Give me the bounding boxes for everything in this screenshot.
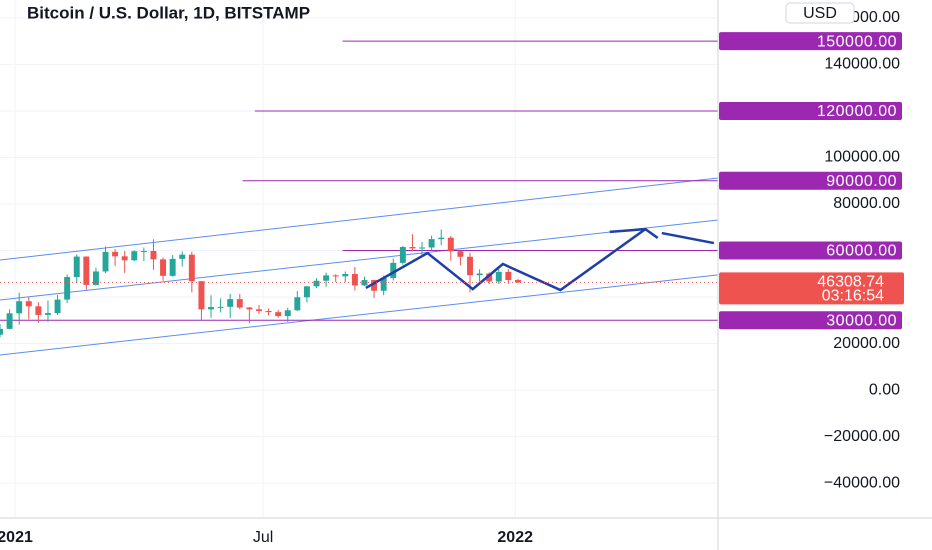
- y-tick-label: 20000.00: [833, 335, 900, 352]
- candle-body: [275, 312, 282, 317]
- level-label: 150000.00: [817, 33, 897, 50]
- level-label: 30000.00: [826, 313, 897, 330]
- last-price-label: 46308.74: [817, 274, 884, 291]
- candle-body: [35, 306, 42, 315]
- candle-body: [0, 328, 3, 335]
- y-tick-label: 140000.00: [824, 56, 900, 73]
- candle-body: [419, 247, 426, 249]
- x-tick-label: 2022: [497, 529, 533, 546]
- projection-path: [609, 227, 646, 234]
- candle-body: [54, 299, 61, 314]
- candle-body: [131, 251, 138, 261]
- level-label-bg: [719, 311, 902, 330]
- candle-body: [265, 310, 272, 313]
- candle-body: [188, 254, 195, 282]
- candle-body: [198, 281, 205, 310]
- candle-body: [140, 250, 147, 252]
- candle-body: [313, 280, 320, 287]
- currency-box[interactable]: USD: [785, 2, 855, 24]
- candle-body: [208, 307, 214, 310]
- x-tick-label: 2021: [0, 529, 33, 546]
- candle-body: [284, 310, 291, 317]
- currency-box-bg: [785, 2, 855, 24]
- candle-body: [467, 256, 473, 276]
- currency: USD: [803, 5, 837, 22]
- y-tick-label: −40000.00: [824, 474, 900, 491]
- level-label-bg: [719, 101, 902, 120]
- candle-body: [514, 280, 521, 283]
- candle-body: [371, 280, 378, 291]
- last-price-bg: [719, 272, 904, 305]
- y-tick-label: 0.00: [869, 381, 900, 398]
- candle-body: [44, 313, 51, 315]
- candle-body: [447, 237, 454, 252]
- candle-body: [390, 262, 397, 278]
- candle-body: [25, 301, 32, 307]
- x-tick-label: Jul: [253, 529, 273, 546]
- candle-body: [476, 273, 483, 276]
- level-label-bg: [719, 32, 902, 51]
- candle-body: [121, 256, 128, 261]
- candle-body: [438, 237, 445, 240]
- candle-body: [16, 301, 23, 314]
- candle-body: [255, 309, 262, 311]
- y-tick-label: −20000.00: [824, 428, 900, 445]
- level-label: 90000.00: [826, 173, 897, 190]
- candle-body: [83, 256, 90, 285]
- candle-body: [73, 256, 80, 278]
- candle-body: [112, 251, 119, 257]
- candle-body: [351, 274, 358, 286]
- candle-body: [150, 250, 157, 260]
- y-tick-label: 80000.00: [833, 195, 900, 212]
- level-label: 60000.00: [826, 243, 897, 260]
- candle-body: [486, 273, 493, 282]
- candle-body: [332, 275, 339, 277]
- candle-body: [294, 297, 301, 311]
- channel-line: [0, 274, 718, 356]
- projection-path: [661, 231, 715, 245]
- candle-body: [303, 286, 310, 298]
- candle-body: [160, 259, 167, 276]
- candle-body: [236, 299, 243, 308]
- channel-line: [0, 177, 718, 261]
- level-label-bg: [719, 241, 902, 260]
- candle-body: [92, 271, 99, 285]
- level-label-bg: [719, 171, 902, 190]
- candle-body: [428, 239, 435, 248]
- candle-body: [399, 247, 406, 263]
- level-label: 120000.00: [817, 103, 897, 120]
- candle-body: [6, 313, 13, 329]
- candle-body: [409, 247, 416, 249]
- candle-body: [217, 306, 224, 308]
- grid: [0, 0, 718, 518]
- candle-body: [323, 275, 330, 281]
- chart-title: Bitcoin / U.S. Dollar, 1D, BITSTAMP: [27, 3, 310, 22]
- plot-area: [0, 40, 718, 356]
- y-tick-label: 100000.00: [824, 149, 900, 166]
- countdown: 03:16:54: [822, 288, 884, 305]
- candle-body: [64, 277, 71, 300]
- candle-body: [179, 254, 186, 259]
- candle-body: [457, 251, 464, 257]
- candle-body: [246, 307, 253, 310]
- candle-body: [505, 271, 512, 281]
- candle-body: [342, 274, 349, 277]
- candle-body: [227, 299, 234, 307]
- candle-body: [169, 258, 176, 276]
- candle-body: [380, 277, 387, 291]
- candle-body: [102, 251, 109, 272]
- candle-body: [495, 271, 502, 282]
- channel-line: [0, 219, 718, 301]
